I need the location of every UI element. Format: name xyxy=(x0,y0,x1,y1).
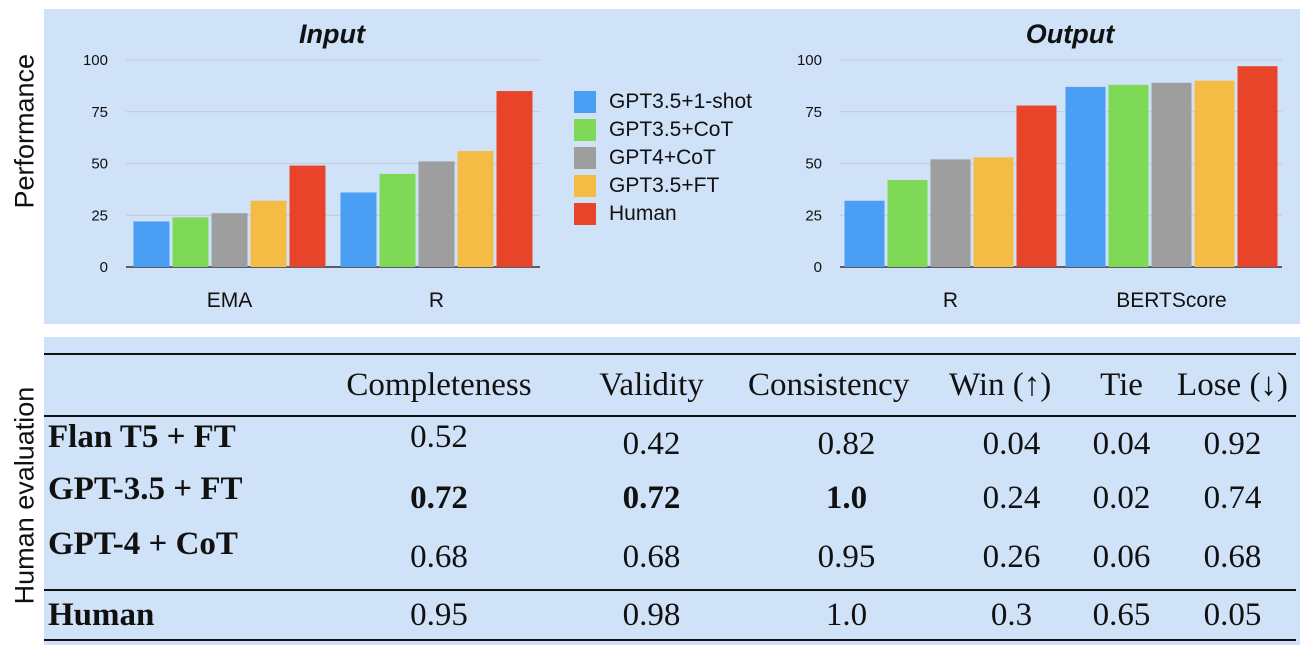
table-header-cell: Consistency xyxy=(748,366,910,403)
table-cell: 1.0 xyxy=(825,480,868,516)
legend-item: GPT3.5+1-shot xyxy=(574,88,752,116)
table-header-cell: Validity xyxy=(599,366,704,403)
bar xyxy=(172,217,209,267)
y-tick-label: 0 xyxy=(814,259,822,276)
bar xyxy=(1065,86,1106,267)
legend-label: GPT4+CoT xyxy=(609,146,716,169)
bar xyxy=(1237,66,1278,268)
y-tick-label: 50 xyxy=(91,156,108,173)
table-cell: 1.0 xyxy=(744,589,949,641)
table-cell: 0.02 xyxy=(1092,480,1151,516)
bar xyxy=(289,165,326,267)
table-cell: 0.74 xyxy=(1203,480,1262,516)
x-tick-label: EMA xyxy=(207,289,253,312)
bar xyxy=(973,157,1014,267)
table-row: Human 0.95 0.98 1.0 0.3 0.65 0.05 xyxy=(44,589,1296,641)
legend-label: GPT3.5+CoT xyxy=(609,118,734,141)
bar xyxy=(496,91,533,267)
legend-label: GPT3.5+FT xyxy=(609,174,720,197)
legend-item: GPT3.5+FT xyxy=(574,172,752,200)
legend-swatch xyxy=(574,119,596,141)
bar xyxy=(1194,80,1235,267)
y-tick-label: 100 xyxy=(83,52,108,69)
y-tick-label: 75 xyxy=(805,104,822,121)
table-cell: 0.82 xyxy=(817,425,876,462)
row-name: Human xyxy=(44,589,319,641)
table-cell: 0.72 xyxy=(622,480,681,516)
y-tick-label: 100 xyxy=(797,52,822,69)
bar xyxy=(340,192,377,267)
chart-title: Input xyxy=(299,19,366,49)
table-cell: 0.68 xyxy=(622,539,681,575)
bar xyxy=(1016,105,1057,267)
bar xyxy=(418,161,455,267)
table-header-cell: Win (↑) xyxy=(949,366,1052,403)
legend-swatch xyxy=(574,147,596,169)
input-bar-chart: Input 0 25 50 75 100 EMA R xyxy=(83,19,540,312)
bar xyxy=(379,173,416,267)
performance-axis-label: Performance xyxy=(9,53,40,209)
table-header-row: Completeness Validity Consistency Win (↑… xyxy=(44,354,1296,416)
bar xyxy=(250,200,287,267)
x-tick-label: R xyxy=(943,289,958,312)
legend-item: GPT4+CoT xyxy=(574,144,752,172)
output-bar-chart: Output 0 25 50 75 100 R BERTScore xyxy=(797,19,1282,312)
table-cell: 0.05 xyxy=(1169,589,1296,641)
chart-title: Output xyxy=(1026,19,1115,49)
legend-swatch xyxy=(574,175,596,197)
row-name: Flan T5 + FT xyxy=(48,419,236,455)
legend-swatch xyxy=(574,91,596,113)
y-tick-label: 50 xyxy=(805,156,822,173)
table-cell: 0.65 xyxy=(1074,589,1169,641)
legend-swatch xyxy=(574,203,596,225)
human-evaluation-table: Completeness Validity Consistency Win (↑… xyxy=(44,353,1296,641)
table-cell: 0.06 xyxy=(1092,539,1151,575)
table-cell: 0.42 xyxy=(622,425,681,462)
table-cell: 0.92 xyxy=(1203,425,1262,462)
table-cell: 0.95 xyxy=(817,539,876,575)
table-header-cell: Completeness xyxy=(346,366,532,403)
legend-item: GPT3.5+CoT xyxy=(574,116,752,144)
bar xyxy=(211,213,248,267)
table-cell: 0.95 xyxy=(319,589,559,641)
table-cell: 0.68 xyxy=(410,539,468,575)
table-cell: 0.68 xyxy=(1203,539,1262,575)
bar xyxy=(133,221,170,267)
table-cell: 0.3 xyxy=(949,589,1074,641)
table-cell: 0.24 xyxy=(982,480,1041,516)
table-cell: 0.72 xyxy=(410,480,468,516)
legend-item: Human xyxy=(574,200,752,228)
human-evaluation-axis-label: Human evaluation xyxy=(9,386,40,605)
bar xyxy=(1108,84,1149,267)
bar xyxy=(1151,82,1192,268)
table-row: GPT-4 + CoT 0.68 0.68 0.95 0.26 0.06 0.6… xyxy=(44,526,1296,590)
y-tick-label: 25 xyxy=(91,207,108,224)
x-tick-label: R xyxy=(429,289,444,312)
bar xyxy=(930,159,971,267)
table-cell: 0.26 xyxy=(982,539,1041,575)
x-tick-label: BERTScore xyxy=(1116,289,1227,312)
legend-label: Human xyxy=(609,202,677,225)
table-cell: 0.98 xyxy=(559,589,744,641)
table-cell: 0.04 xyxy=(1092,425,1151,462)
table-cell: 0.52 xyxy=(410,419,468,455)
table-header-cell: Lose (↓) xyxy=(1177,366,1288,403)
table-row: GPT-3.5 + FT 0.72 0.72 1.0 0.24 0.02 0.7… xyxy=(44,471,1296,526)
y-tick-label: 25 xyxy=(805,207,822,224)
chart-legend: GPT3.5+1-shot GPT3.5+CoT GPT4+CoT GPT3.5… xyxy=(574,88,752,228)
bar xyxy=(887,180,928,267)
table-header-cell xyxy=(44,354,319,416)
table-header-cell: Tie xyxy=(1100,366,1143,403)
table-row: Flan T5 + FT 0.52 0.42 0.82 0.04 0.04 0.… xyxy=(44,416,1296,471)
row-name: GPT-4 + CoT xyxy=(48,526,238,562)
y-tick-label: 75 xyxy=(91,104,108,121)
bar xyxy=(844,200,885,267)
row-name: GPT-3.5 + FT xyxy=(48,471,243,507)
y-tick-label: 0 xyxy=(100,259,108,276)
table-cell: 0.04 xyxy=(982,425,1041,462)
bar xyxy=(457,151,494,267)
legend-label: GPT3.5+1-shot xyxy=(609,90,752,113)
